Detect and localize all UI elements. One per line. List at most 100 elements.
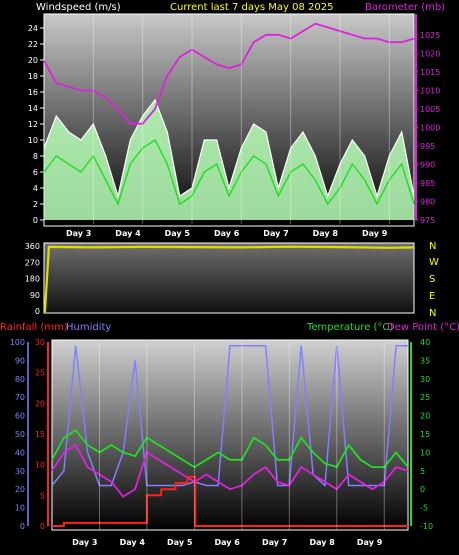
humidity-y-tick: 0 (20, 522, 25, 531)
direction-y-tick: 0 (35, 307, 40, 316)
humidity-y-tick: 80 (15, 375, 25, 384)
temperature-x-tick-label: Day 6 (215, 538, 241, 547)
wind-x-tick-label: Day 3 (66, 229, 91, 238)
wind-plot: 0246810121416182022249759809859909951000… (28, 14, 440, 238)
direction-y-tick: 180 (25, 275, 40, 284)
temperature-y-tick: 15 (420, 430, 430, 439)
temperature-line (51, 429, 409, 469)
compass-label: N (429, 308, 436, 319)
rain-y-tick: 0 (40, 522, 45, 531)
temperature-y-tick: -5 (420, 504, 428, 513)
barometer-y-tick: 980 (420, 197, 435, 206)
humidity-y-tick: 20 (15, 485, 25, 494)
rain-y-tick: 5 (40, 491, 45, 500)
barometer-axis-title: Barometer (mb) (365, 2, 445, 13)
direction-y-tick: 270 (25, 258, 40, 267)
humidity-y-tick: 10 (15, 504, 25, 513)
barometer-y-tick: 1015 (420, 68, 440, 77)
temperature-x-tick-label: Day 5 (167, 538, 193, 547)
temperature-x-tick-label: Day 9 (357, 538, 383, 547)
barometer-line (43, 22, 415, 125)
wind-y-tick: 6 (33, 168, 38, 177)
humidity-y-tick: 100 (10, 338, 25, 347)
temperature-plot: 0 10 20 30 40 50 60 70 80 90 100 0 5 10 15 20 25 30 -10 -5 0… (10, 338, 433, 547)
rainfall-line (52, 475, 408, 527)
direction-panel (43, 242, 415, 314)
temperature-y-tick: 10 (420, 448, 430, 457)
direction-y-tick: 90 (30, 291, 40, 300)
temperature-x-tick-label: Day 4 (120, 538, 146, 547)
wind-y-tick: 4 (33, 184, 38, 193)
rain-y-tick: 15 (35, 430, 45, 439)
humidity-y-tick: 40 (15, 448, 25, 457)
temperature-y-tick: 35 (420, 356, 430, 365)
wind-x-tick-label: Day 5 (165, 229, 191, 238)
humidity-y-tick: 50 (15, 430, 25, 439)
wind-y-tick: 16 (28, 88, 38, 97)
wind-band-area (44, 100, 414, 220)
dewpoint-axis-title: Dew Point (°C) (387, 322, 459, 333)
wind-x-tick-label: Day 9 (362, 229, 388, 238)
wind-y-tick: 20 (28, 56, 38, 65)
wind-y-tick: 18 (28, 72, 38, 81)
rainfall-axis-title: Rainfall (mm) (0, 322, 68, 333)
compass-label: W (429, 257, 439, 268)
wind-y-tick: 0 (33, 216, 38, 225)
barometer-y-tick: 1010 (420, 86, 440, 95)
temperature-y-tick: 25 (420, 393, 430, 402)
barometer-y-tick: 1020 (420, 49, 440, 58)
wind-x-tick-label: Day 6 (214, 229, 240, 238)
temperature-y-tick: 20 (420, 412, 430, 421)
compass-label: N (429, 241, 436, 252)
temperature-y-tick: 30 (420, 375, 430, 384)
barometer-y-tick: 1005 (420, 105, 440, 114)
barometer-y-tick: 975 (420, 216, 435, 225)
humidity-y-tick: 70 (15, 393, 25, 402)
wind-y-tick: 10 (28, 136, 38, 145)
direction-plot: 0 90 180 270 360 (25, 242, 415, 316)
wind-gust-line (43, 98, 415, 199)
barometer-y-tick: 1025 (420, 31, 440, 40)
temperature-panel (51, 339, 409, 531)
temperature-x-tick-label: Day 8 (309, 538, 335, 547)
wind-x-tick-label: Day 7 (263, 229, 288, 238)
rain-y-tick: 10 (35, 461, 45, 470)
direction-y-tick: 360 (25, 242, 40, 251)
temperature-y-tick: -10 (420, 522, 433, 531)
wind-x-tick-label: Day 8 (313, 229, 339, 238)
windspeed-axis-title: Windspeed (m/s) (36, 2, 121, 13)
humidity-y-tick: 90 (15, 356, 25, 365)
barometer-y-tick: 995 (420, 142, 435, 151)
wind-y-tick: 2 (33, 200, 38, 209)
barometer-y-tick: 990 (420, 160, 435, 169)
rain-y-tick: 20 (35, 399, 45, 408)
wind-y-tick: 22 (28, 40, 38, 49)
temperature-y-tick: 5 (420, 467, 425, 476)
compass-label: S (429, 274, 435, 285)
compass-label: E (429, 291, 435, 302)
temperature-x-tick-label: Day 7 (262, 538, 287, 547)
humidity-line (51, 344, 408, 488)
rain-y-tick: 30 (35, 338, 45, 347)
wind-x-tick-label: Day 4 (115, 229, 141, 238)
humidity-axis-title: Humidity (66, 322, 111, 333)
rain-y-tick: 25 (35, 369, 45, 378)
dewpoint-line (51, 443, 409, 498)
temperature-y-tick: 40 (420, 338, 430, 347)
temperature-axis-title: Temperature (°C) (306, 322, 393, 333)
barometer-y-tick: 1000 (420, 123, 440, 132)
temperature-x-tick-label: Day 3 (72, 538, 97, 547)
wind-y-tick: 14 (28, 104, 38, 113)
wind-y-tick: 12 (28, 120, 38, 129)
wind-average-line (43, 138, 415, 206)
humidity-y-tick: 60 (15, 412, 25, 421)
chart-title: Current last 7 days May 08 2025 (170, 2, 333, 13)
direction-line (43, 245, 415, 313)
wind-y-tick: 24 (28, 24, 38, 33)
temperature-y-tick: 0 (420, 485, 425, 494)
barometer-y-tick: 985 (420, 179, 435, 188)
wind-y-tick: 8 (33, 152, 38, 161)
humidity-y-tick: 30 (15, 467, 25, 476)
